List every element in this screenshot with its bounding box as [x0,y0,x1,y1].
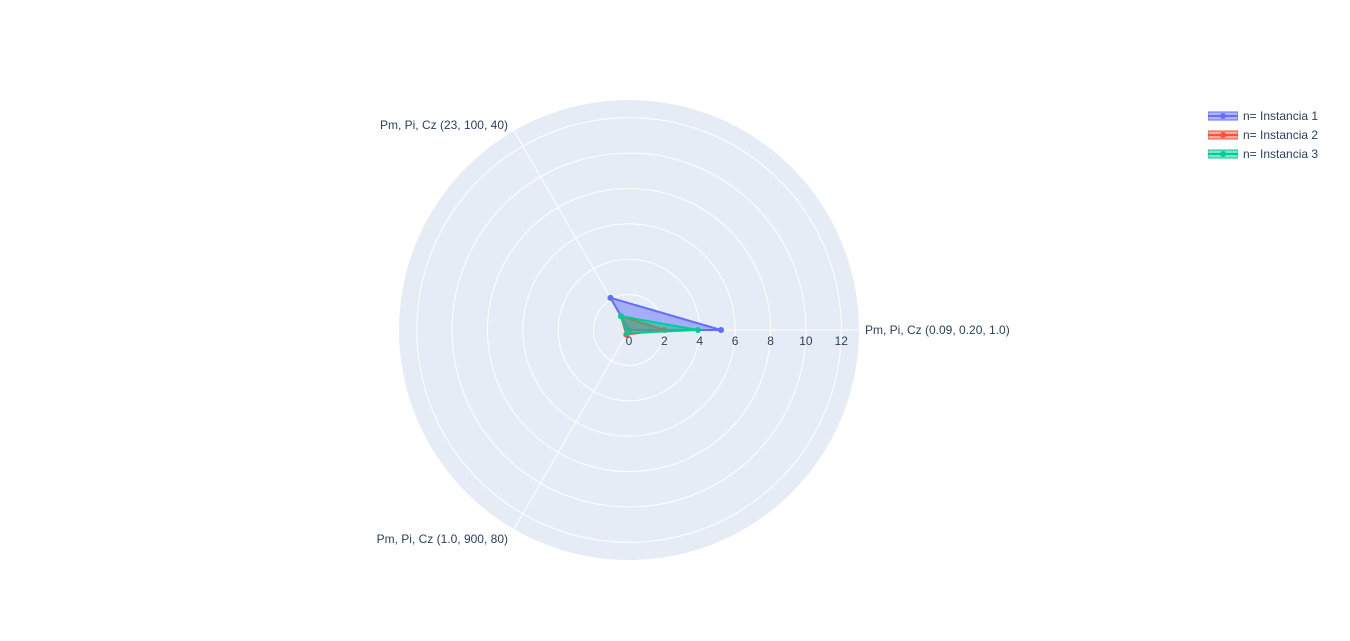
radial-tick-label: 8 [767,334,774,348]
legend-item[interactable]: n= Instancia 3 [1208,144,1318,163]
data-point[interactable] [618,313,625,320]
series-area [619,314,699,335]
radial-tick-label: 4 [696,334,703,348]
legend-item[interactable]: n= Instancia 2 [1208,125,1318,144]
angular-gridline [513,329,630,530]
data-point[interactable] [695,327,701,333]
radial-tick-label: 12 [835,334,849,348]
angular-axis-label: Pm, Pi, Cz (0.09, 0.20, 1.0) [865,323,1010,337]
legend: n= Instancia 1 n= Instancia 2 n= Instancia… [1208,106,1318,163]
legend-swatch [1208,149,1238,158]
radial-tick-label: 0 [626,334,633,348]
legend-swatch [1208,111,1238,120]
legend-label: n= Instancia 3 [1243,146,1319,161]
legend-label: n= Instancia 2 [1243,127,1319,142]
legend-swatch [1208,130,1238,139]
data-point[interactable] [624,330,631,337]
data-point[interactable] [718,327,724,333]
angular-axis-label: Pm, Pi, Cz (23, 100, 40) [380,118,508,132]
radial-tick-label: 10 [799,334,813,348]
legend-label: n= Instancia 1 [1243,108,1319,123]
legend-item[interactable]: n= Instancia 1 [1208,106,1318,125]
radial-tick-label: 6 [732,334,739,348]
data-point[interactable] [607,294,614,301]
series-3 [618,313,701,337]
angular-axis-label: Pm, Pi, Cz (1.0, 900, 80) [377,532,508,546]
radial-tick-label: 2 [661,334,668,348]
